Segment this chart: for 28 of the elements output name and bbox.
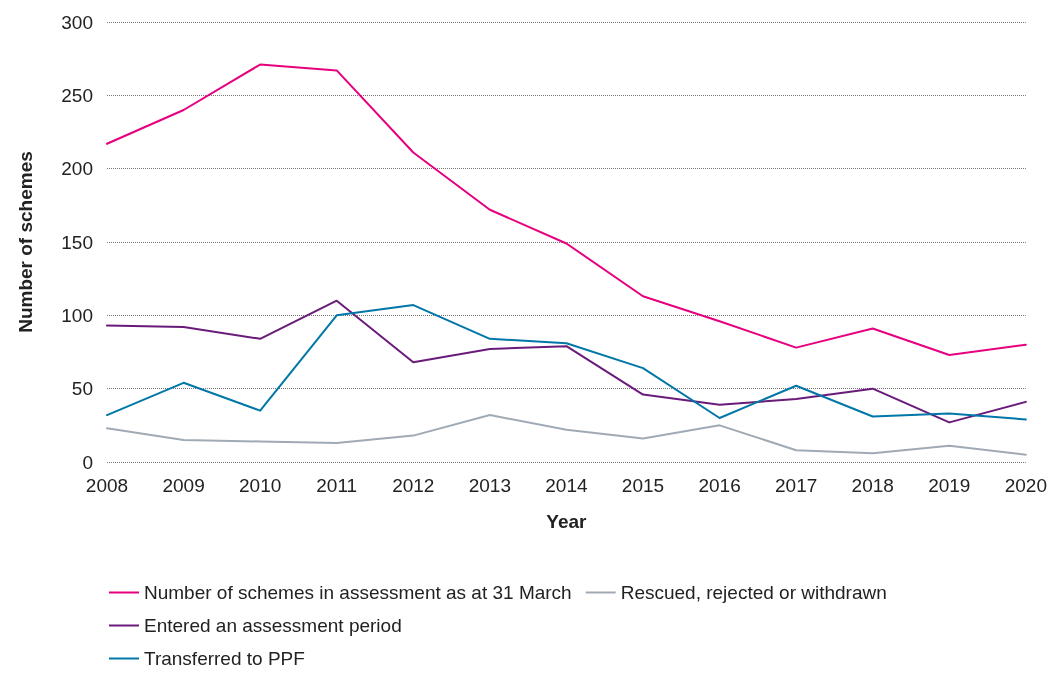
x-axis-title: Year [546, 511, 588, 532]
legend-label: Rescued, rejected or withdrawn [620, 582, 887, 603]
x-tick-label: 2019 [928, 475, 971, 496]
x-tick-label: 2014 [545, 475, 588, 496]
y-tick-label: 100 [61, 304, 93, 326]
legend-label: Number of schemes in assessment as at 31 March [144, 582, 572, 603]
y-tick-label: 200 [61, 158, 93, 180]
x-tick-label: 2017 [775, 475, 818, 496]
legend-label: Entered an assessment period [144, 615, 402, 636]
x-tick-label: 2012 [392, 475, 435, 496]
x-tick-label: 2008 [85, 475, 129, 496]
y-tick-label: 0 [82, 451, 93, 473]
line-series [106, 63, 1027, 356]
x-tick-label: 2013 [468, 475, 511, 496]
x-tick-label: 2011 [316, 475, 358, 496]
x-tick-label: 2010 [239, 475, 282, 496]
x-tick-label: 2018 [851, 475, 894, 496]
y-axis-title: Number of schemes [15, 151, 36, 333]
y-tick-label: 250 [61, 84, 93, 106]
legend-label: Transferred to PPF [144, 648, 305, 669]
y-tick-label: 150 [61, 231, 93, 253]
y-tick-label: 50 [71, 378, 93, 400]
line-series [106, 414, 1027, 456]
y-tick-label: 300 [61, 11, 93, 33]
x-tick-label: 2020 [1004, 475, 1048, 496]
x-tick-label: 2009 [162, 475, 205, 496]
x-tick-label: 2015 [621, 475, 665, 496]
x-tick-label: 2016 [698, 475, 741, 496]
